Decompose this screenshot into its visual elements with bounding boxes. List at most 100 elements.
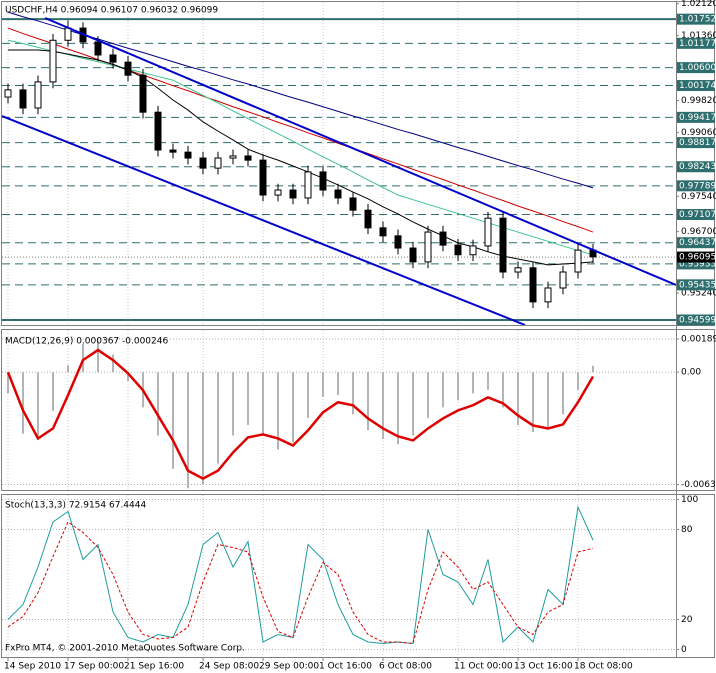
x-tick-label: 6 Oct 08:00	[379, 662, 432, 672]
level-label: 0.94599	[679, 315, 716, 325]
channel-upper-line	[44, 17, 676, 286]
x-tick-label: 29 Sep 00:00	[259, 662, 319, 672]
series-line	[7, 505, 594, 645]
level-label-box	[677, 80, 715, 92]
y-tick-label: 0.00	[681, 368, 701, 378]
label-layer: 14 Sep 2010 17 Sep 00:00 21 Sep 16:00 24 Se…	[4, 0, 716, 672]
candle-body	[214, 157, 222, 169]
candle-body	[514, 267, 522, 273]
level-label: 0.95435	[679, 280, 716, 290]
y-tick-label: 0	[681, 645, 687, 655]
candle-body	[109, 54, 117, 63]
candle-body	[19, 89, 27, 109]
stoch-title: Stoch(13,3,3) 72.9154 67.4444	[5, 501, 146, 511]
series-line	[6, 348, 595, 480]
level-label-box	[677, 209, 715, 221]
macd-title: MACD(12,26,9) 0.000367 -0.000246	[5, 337, 168, 347]
x-tick-label: 13 Oct 16:00	[514, 662, 573, 672]
level-label-box	[677, 137, 715, 149]
x-tick-label: 11 Oct 00:00	[454, 662, 513, 672]
x-tick-label: 18 Oct 08:00	[574, 662, 633, 672]
candle-body	[139, 74, 147, 113]
y-tick-label: 1.02120	[681, 0, 716, 9]
candle-body	[199, 157, 207, 169]
y-tick-label: -0.00639	[681, 480, 716, 490]
level-label-box	[677, 37, 715, 49]
candle-body	[559, 271, 567, 289]
candle-body	[169, 149, 177, 153]
moving-average	[7, 39, 594, 256]
plot-layer	[2, 2, 676, 657]
candle-body	[4, 89, 12, 98]
x-tick-label: 14 Sep 2010	[4, 662, 61, 672]
candle-body	[349, 197, 357, 211]
candle-body	[304, 171, 312, 199]
level-label-box	[677, 111, 715, 123]
candle-body	[544, 287, 552, 303]
level-label: 1.01752	[679, 15, 716, 25]
level-label-box	[677, 237, 715, 249]
candle-body	[34, 81, 42, 109]
level-label-box	[677, 314, 715, 326]
candle-body	[469, 245, 477, 256]
level-label-box	[677, 62, 715, 74]
candle-body	[394, 235, 402, 249]
y-tick-label: 0.99060	[681, 128, 716, 138]
candle-body	[184, 151, 192, 159]
candle-body	[334, 189, 342, 199]
candle-body	[229, 155, 237, 159]
level-label: 1.00600	[679, 63, 716, 73]
candle-body	[364, 209, 372, 229]
y-tick-label: 0.96700	[681, 227, 716, 237]
moving-average	[7, 11, 594, 189]
candle-body	[154, 111, 162, 151]
candle-body	[529, 267, 537, 303]
candle-body	[319, 171, 327, 191]
channel-lower-line	[2, 115, 526, 325]
level-label: 0.95933	[679, 259, 716, 269]
level-label: 0.96437	[679, 238, 716, 248]
candle-body	[424, 231, 432, 263]
x-tick-label: 21 Sep 16:00	[124, 662, 184, 672]
price-title: USDCHF,H4 0.96094 0.96107 0.96032 0.9609…	[5, 6, 218, 16]
level-label: 0.97107	[679, 210, 716, 220]
candle-body	[244, 155, 252, 161]
candle-body	[484, 217, 492, 247]
level-label: 1.00174	[679, 81, 716, 91]
level-label-box	[677, 161, 715, 173]
candle-body	[499, 217, 507, 273]
level-label: 1.01177	[679, 39, 716, 49]
level-label: 0.97789	[679, 181, 716, 191]
channel	[2, 17, 676, 325]
x-tick-label: 24 Sep 08:00	[199, 662, 259, 672]
level-label: 0.98243	[679, 162, 716, 172]
candle-body	[409, 247, 417, 263]
stoch-panel-frame	[1, 494, 715, 658]
macd-panel-frame	[1, 329, 715, 491]
last-price-box	[677, 251, 715, 263]
candle-body	[94, 41, 102, 56]
candle-body	[454, 244, 462, 256]
y-tick-label: 80	[681, 525, 693, 535]
level-label: 0.99417	[679, 113, 716, 123]
level-label-box	[677, 279, 715, 291]
candle-body	[379, 227, 387, 237]
candle-body	[259, 159, 267, 196]
y-tick-label: 100	[681, 495, 698, 505]
last-price-label: 0.96095	[679, 253, 716, 263]
level-label-box	[677, 13, 715, 25]
level-label: 0.98817	[679, 138, 716, 148]
level-label-box	[677, 180, 715, 192]
y-tick-label: 20	[681, 615, 693, 625]
candle-body	[574, 249, 582, 273]
copyright: FxPro MT4, © 2001-2010 MetaQuotes Softwa…	[5, 644, 245, 654]
candle-body	[49, 39, 57, 83]
candle-body	[274, 189, 282, 196]
series-line	[7, 521, 594, 645]
level-label-box	[677, 258, 715, 270]
y-tick-label: 1.01360	[681, 31, 716, 41]
price-plot	[4, 11, 597, 309]
candle-body	[64, 27, 72, 41]
